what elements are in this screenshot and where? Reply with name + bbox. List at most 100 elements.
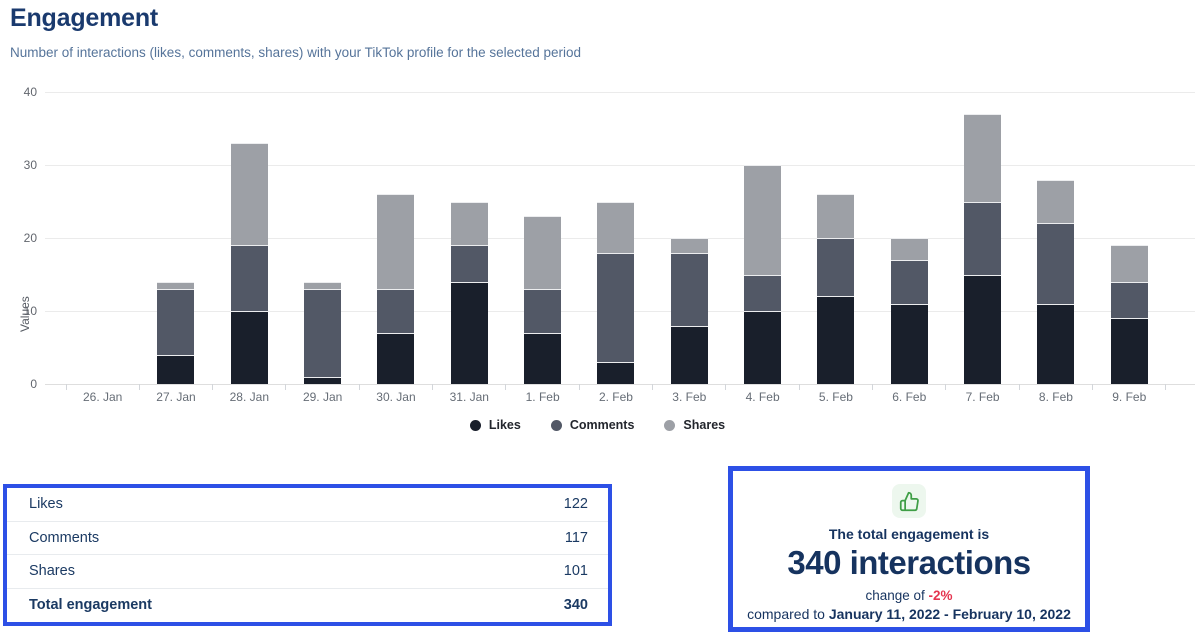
bar-segment-shares[interactable] (304, 281, 342, 290)
bar-segment-likes[interactable] (817, 296, 855, 384)
chart-column: 27. Jan (139, 92, 214, 404)
bar-segment-likes[interactable] (1110, 318, 1148, 384)
chart-column: 5. Feb (799, 92, 874, 404)
stacked-bar[interactable] (157, 281, 195, 384)
engagement-chart: Values 0 10 20 30 40 26. Jan 27. Jan 28. Jan 29… (0, 85, 1195, 432)
bar-segment-shares[interactable] (1110, 245, 1148, 282)
bar-segment-comments[interactable] (230, 245, 268, 311)
bar-segment-shares[interactable] (450, 201, 488, 246)
engagement-summary-table: Likes 122 Comments 117 Shares 101 Total … (3, 484, 612, 626)
stacked-bar[interactable] (964, 113, 1002, 384)
stacked-bar[interactable] (230, 143, 268, 384)
bar-segment-likes[interactable] (230, 311, 268, 384)
chart-column: 28. Jan (213, 92, 287, 404)
x-axis-tick-label: 27. Jan (156, 390, 196, 404)
bar-segment-shares[interactable] (964, 113, 1002, 202)
stacked-bar[interactable] (304, 281, 342, 384)
card-change-line: change of -2% (733, 588, 1085, 603)
bar-segment-comments[interactable] (450, 245, 488, 282)
bar-segment-likes[interactable] (964, 274, 1002, 384)
bar-segment-comments[interactable] (1037, 223, 1075, 304)
chart-column: 31. Jan (433, 92, 507, 404)
chart-column: 7. Feb (946, 92, 1021, 404)
chart-legend: Likes Comments Shares (0, 418, 1195, 432)
x-axis-tick-label: 26. Jan (82, 390, 123, 404)
stacked-bar[interactable] (450, 201, 488, 384)
bar-segment-likes[interactable] (670, 325, 708, 384)
stacked-bar[interactable] (377, 194, 415, 384)
bar-segment-likes[interactable] (304, 376, 342, 384)
chart-column: 6. Feb (873, 92, 947, 404)
legend-label: Comments (569, 418, 635, 432)
y-axis-tick-label: 0 (30, 377, 37, 391)
bar-segment-likes[interactable] (377, 332, 415, 384)
y-axis-tick-label: 30 (23, 158, 37, 172)
bar-segment-comments[interactable] (890, 259, 928, 304)
bar-segment-comments[interactable] (524, 289, 562, 333)
bar-segment-shares[interactable] (670, 238, 708, 253)
row-value: 101 (563, 563, 588, 580)
chart-column: 26. Jan (65, 92, 141, 404)
card-caption: The total engagement is (828, 526, 990, 542)
row-value: 122 (563, 496, 588, 513)
bar-segment-comments[interactable] (744, 274, 782, 311)
bar-segment-likes[interactable] (890, 303, 928, 384)
legend-item-shares[interactable]: Shares (664, 418, 725, 432)
bar-segment-likes[interactable] (450, 281, 488, 384)
bar-segment-comments[interactable] (1110, 281, 1148, 319)
legend-item-comments[interactable]: Comments (550, 418, 635, 432)
row-value: 340 (563, 597, 588, 614)
x-axis-tick-label: 28. Jan (229, 390, 269, 404)
bar-segment-shares[interactable] (744, 165, 782, 275)
bar-segment-likes[interactable] (524, 332, 562, 384)
bar-segment-comments[interactable] (304, 289, 342, 377)
bar-segment-comments[interactable] (597, 252, 635, 363)
stacked-bar[interactable] (524, 216, 562, 384)
bar-segment-shares[interactable] (157, 281, 195, 290)
bar-segment-likes[interactable] (597, 362, 635, 384)
y-axis-tick-label: 10 (23, 304, 37, 318)
bar-segment-comments[interactable] (964, 201, 1002, 275)
bar-segment-comments[interactable] (817, 238, 855, 297)
bar-segment-comments[interactable] (157, 289, 195, 355)
stacked-bar[interactable] (1037, 179, 1075, 384)
table-row-shares: Shares 101 (7, 555, 608, 589)
bar-segment-shares[interactable] (377, 194, 415, 290)
y-axis-tick-label: 20 (23, 231, 37, 245)
stacked-bar[interactable] (817, 194, 855, 384)
legend-label: Likes (488, 418, 521, 432)
stacked-bar[interactable] (1110, 245, 1148, 384)
chart-column: 3. Feb (653, 92, 727, 404)
stacked-bar[interactable] (890, 238, 928, 384)
bar-segment-shares[interactable] (597, 201, 635, 253)
card-compare-line: compared to January 11, 2022 - February … (733, 606, 1085, 622)
bar-segment-comments[interactable] (670, 252, 708, 326)
legend-item-likes[interactable]: Likes (469, 418, 521, 432)
x-axis-tick-label: 31. Jan (449, 390, 489, 404)
comments-dot-icon (550, 419, 562, 431)
bar-segment-shares[interactable] (1037, 179, 1075, 224)
bar-segment-likes[interactable] (157, 354, 195, 384)
chart-column: 29. Jan (286, 92, 361, 404)
stacked-bar[interactable] (744, 165, 782, 384)
compare-date-range: January 11, 2022 - February 10, 2022 (828, 606, 1071, 622)
bar-segment-shares[interactable] (817, 194, 855, 239)
row-value: 117 (564, 529, 588, 546)
gridline (45, 92, 1195, 93)
x-axis-tick-label: 30. Jan (376, 390, 416, 404)
bar-segment-shares[interactable] (230, 143, 268, 246)
stacked-bar[interactable] (670, 238, 708, 384)
bar-segment-likes[interactable] (1037, 303, 1075, 384)
bar-segment-shares[interactable] (524, 216, 562, 290)
chart-columns: 26. Jan 27. Jan 28. Jan 29. Jan 30. Jan 31. J… (65, 92, 1167, 404)
table-row-comments: Comments 117 (7, 522, 608, 555)
chart-column: 4. Feb (726, 92, 801, 404)
x-axis-tick-label: 9. Feb (1112, 390, 1147, 404)
bar-segment-likes[interactable] (744, 311, 782, 384)
stacked-bar[interactable] (597, 201, 635, 384)
likes-dot-icon (469, 419, 481, 431)
bar-segment-comments[interactable] (377, 289, 415, 333)
bar-segment-shares[interactable] (890, 238, 928, 260)
chart-column: 2. Feb (579, 92, 654, 404)
change-value: -2% (928, 588, 953, 603)
